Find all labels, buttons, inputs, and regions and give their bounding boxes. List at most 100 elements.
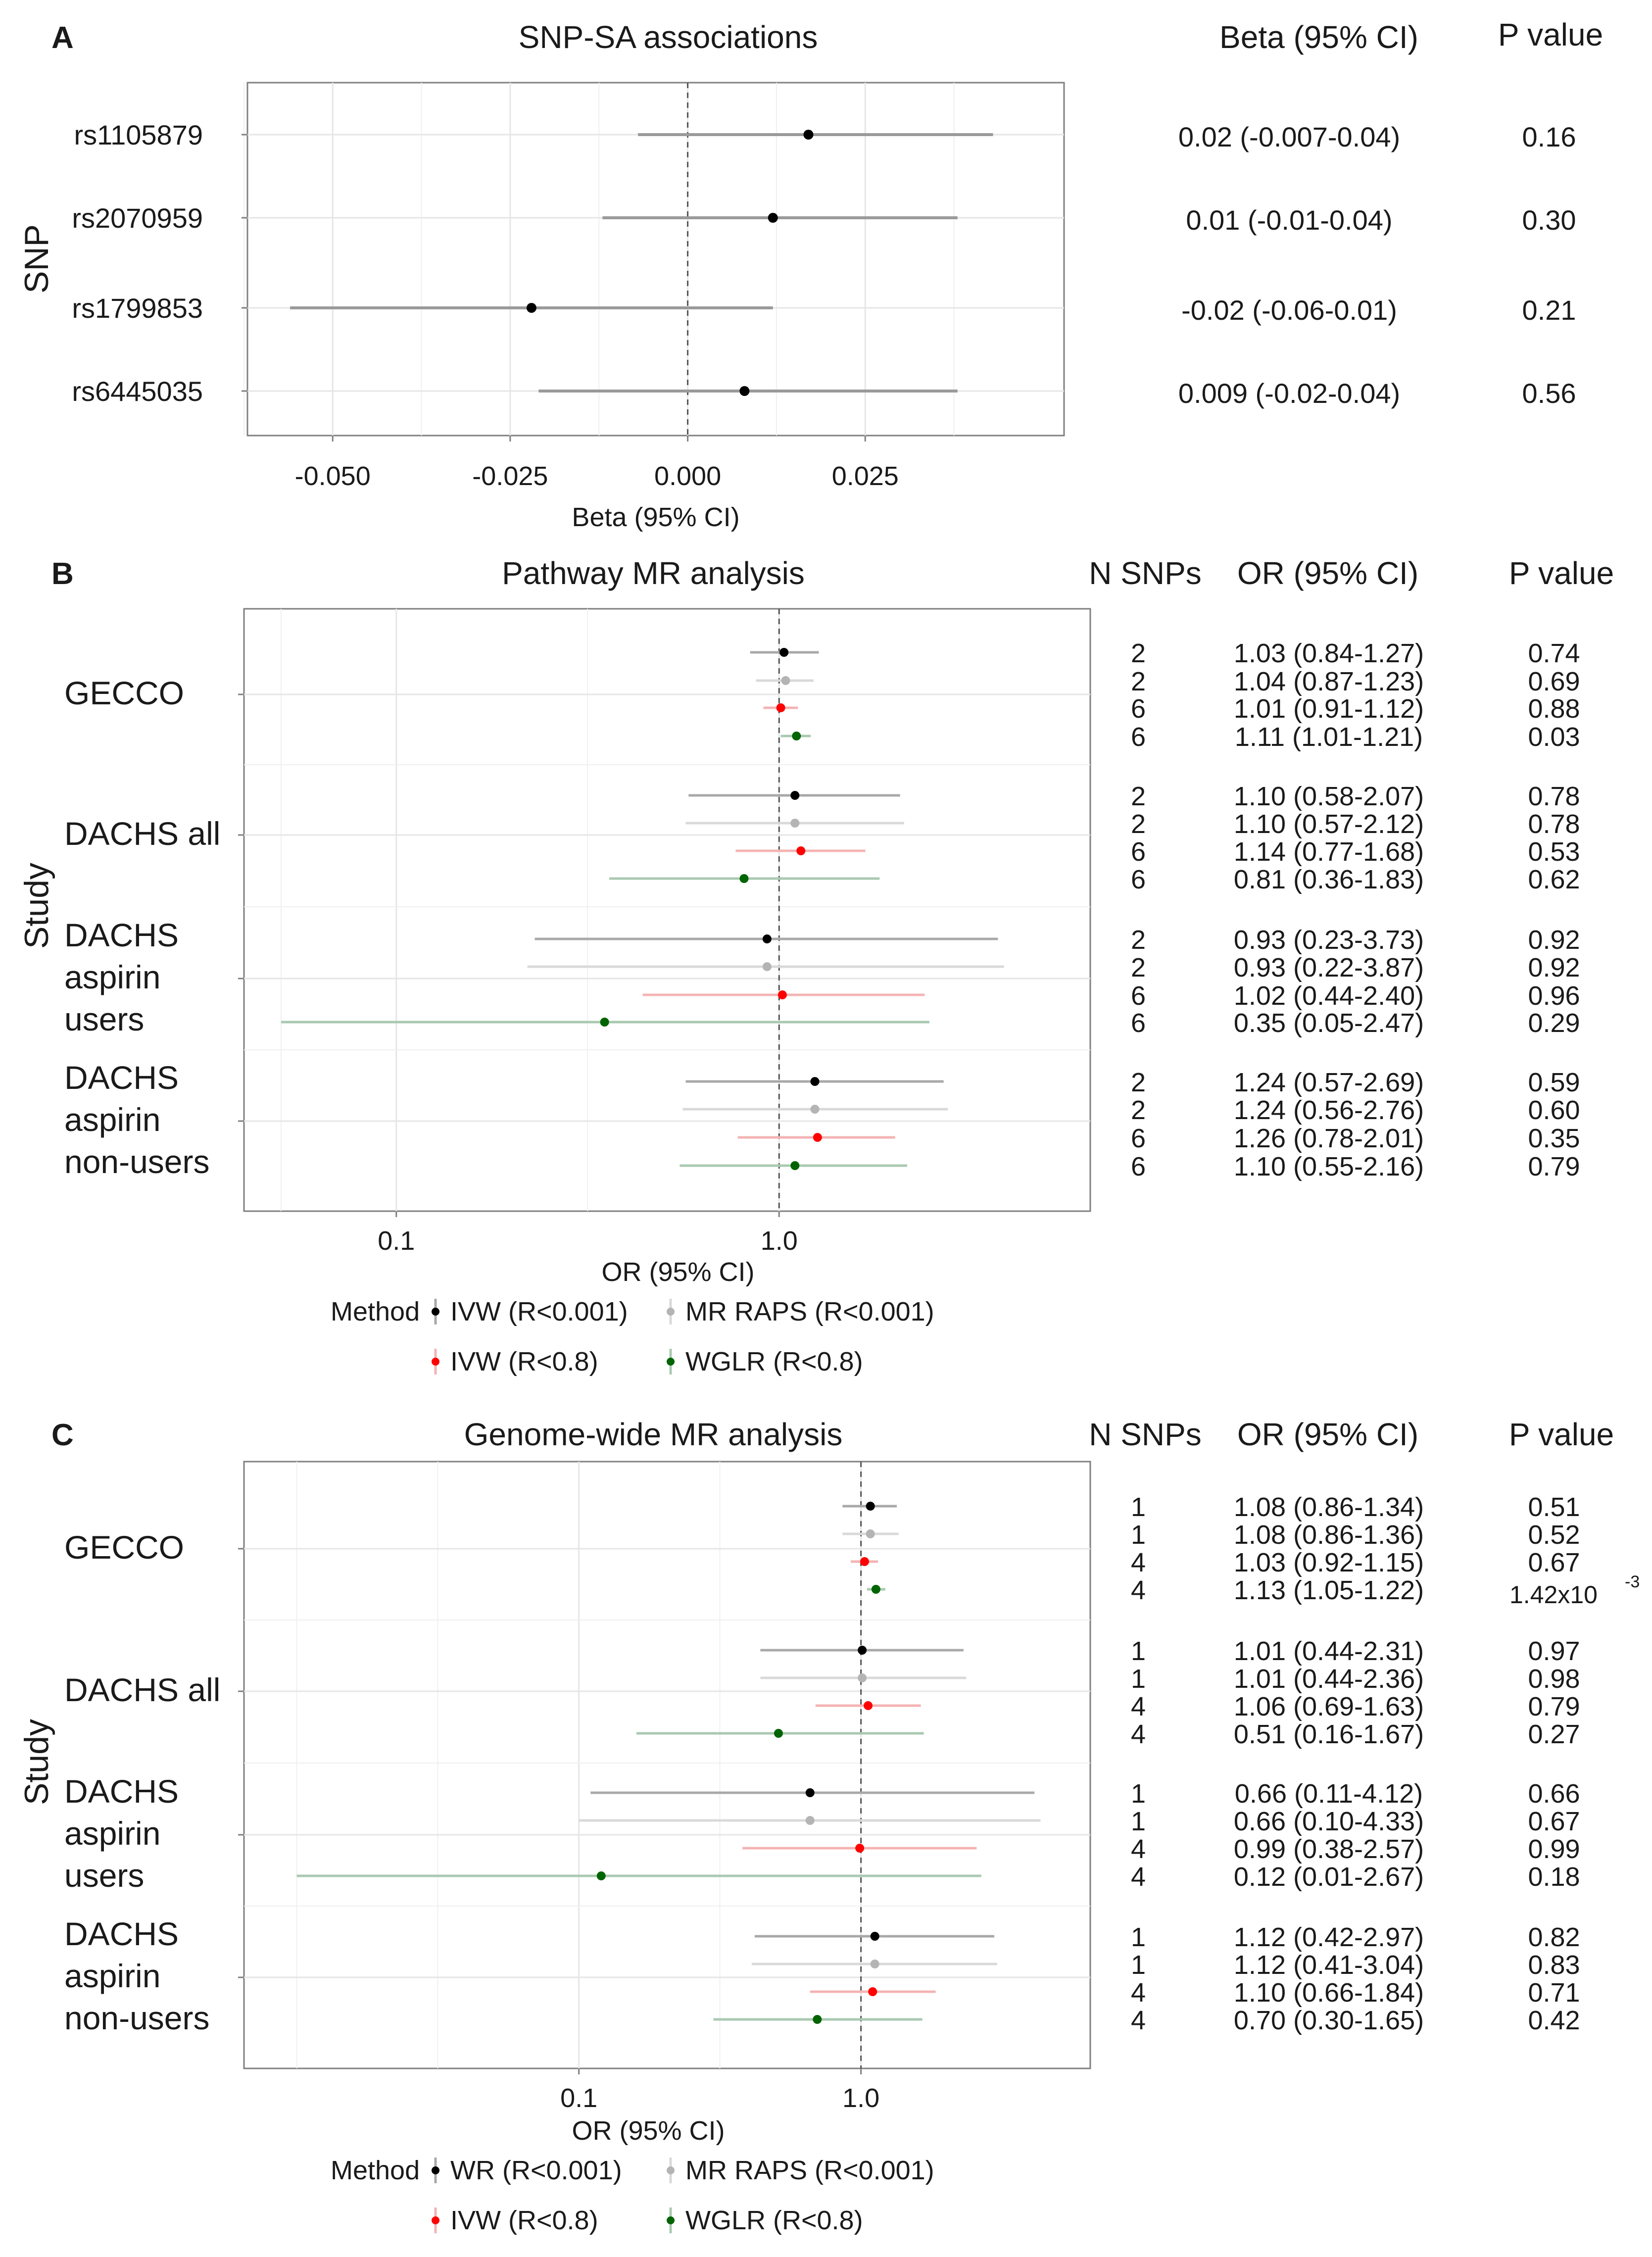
c-legend-title: Method [331,2156,420,2185]
n-snps-gecco-wglr-r-0-8: 6 [1131,722,1146,752]
point-estimate-dachs-aspirin-non-users-mr-raps-r-0-001 [810,1105,820,1114]
c-legend-key-ivw-r-0-8 [432,2216,439,2224]
n-snps-dachs-all-mr-raps-r-0-001: 1 [1131,1664,1146,1694]
n-snps-gecco-mr-raps-r-0-001: 2 [1131,667,1146,696]
or-ci-gecco-mr-raps-r-0-001: 1.08 (0.86-1.36) [1234,1520,1424,1550]
p-value-rs6445035: 0.56 [1522,378,1576,409]
p-value-dachs-all-wglr-r-0-8: 0.62 [1528,865,1580,894]
or-ci-dachs-aspirin-non-users-ivw-r-0-001: 1.24 (0.57-2.69) [1234,1068,1424,1097]
point-estimate-dachs-aspirin-users-ivw-r-0-8 [855,1844,865,1853]
snp-label-rs1105879: rs1105879 [74,119,203,150]
b-legend-label-mr-raps-r-0-001: MR RAPS (R<0.001) [685,1297,934,1326]
n-snps-dachs-aspirin-users-ivw-r-0-8: 6 [1131,981,1146,1011]
n-snps-dachs-aspirin-non-users-wglr-r-0-8: 4 [1131,2006,1146,2035]
study-label-dachs-aspirin-non-users: non-users [64,1143,210,1180]
p-value-gecco-ivw-r-0-001: 0.51 [1528,1492,1580,1522]
point-estimate-rs1799853 [526,303,536,313]
c-legend-label-wr-r-0-001: WR (R<0.001) [450,2156,622,2185]
panel-a-table: 0.02 (-0.007-0.04) 0.16 0.01 (-0.01-0.04) 0… [1178,121,1576,409]
or-ci-dachs-aspirin-users-ivw-r-0-8: 1.02 (0.44-2.40) [1234,981,1424,1011]
point-estimate-gecco-mr-raps-r-0-001 [866,1529,875,1538]
p-value-dachs-all-ivw-r-0-001: 0.78 [1528,782,1580,811]
panel-a-plot-area [246,82,1065,437]
study-label-dachs-aspirin-non-users: aspirin [64,1958,160,1994]
b-legend-label-wglr-r-0-8: WGLR (R<0.8) [685,1347,863,1376]
x-tick-label: 0.025 [832,461,899,491]
point-estimate-dachs-aspirin-users-ivw-r-0-001 [805,1788,815,1797]
or-ci-dachs-aspirin-non-users-mr-raps-r-0-001: 1.12 (0.41-3.04) [1234,1950,1424,1980]
study-label-dachs-aspirin-non-users: DACHS [64,1059,179,1096]
b-legend-key-ivw-r-0-001 [432,1308,439,1316]
panel-b-letter: B [51,557,74,591]
n-snps-gecco-ivw-r-0-8: 6 [1131,694,1146,724]
panel-c-letter: C [51,1418,74,1452]
n-snps-dachs-aspirin-non-users-ivw-r-0-8: 6 [1131,1124,1146,1153]
study-label-dachs-aspirin-users: aspirin [64,959,160,995]
b-legend-key-wglr-r-0-8 [667,1358,675,1366]
n-snps-gecco-ivw-r-0-001: 1 [1131,1492,1146,1522]
p-value-gecco-ivw-r-0-001: 0.74 [1528,638,1580,668]
point-estimate-gecco-ivw-r-0-8 [860,1557,869,1566]
point-estimate-dachs-all-mr-raps-r-0-001 [790,819,800,828]
n-snps-dachs-aspirin-users-mr-raps-r-0-001: 2 [1131,953,1146,982]
p-value-dachs-aspirin-users-ivw-r-0-001: 0.92 [1528,925,1580,955]
point-estimate-dachs-aspirin-users-mr-raps-r-0-001 [805,1816,815,1825]
or-ci-gecco-mr-raps-r-0-001: 1.04 (0.87-1.23) [1234,667,1424,696]
panel-c-title: Genome-wide MR analysis [464,1417,843,1452]
n-snps-dachs-aspirin-users-mr-raps-r-0-001: 1 [1131,1807,1146,1836]
or-ci-dachs-aspirin-users-wglr-r-0-8: 0.12 (0.01-2.67) [1234,1862,1424,1892]
p-value-dachs-all-wglr-r-0-8: 0.27 [1528,1719,1580,1749]
c-legend-key-wr-r-0-001 [432,2166,439,2174]
study-label-dachs-all: DACHS all [64,815,220,852]
snp-label-rs2070959: rs2070959 [72,202,203,234]
or-ci-dachs-aspirin-non-users-ivw-r-0-8: 1.10 (0.66-1.84) [1234,1978,1424,2008]
panel-c-header-n: N SNPs [1089,1417,1202,1452]
n-snps-dachs-all-wglr-r-0-8: 4 [1131,1719,1146,1749]
b-x-tick-label: 0.1 [378,1226,415,1256]
p-value-dachs-aspirin-users-ivw-r-0-8: 0.96 [1528,981,1580,1011]
p-value-dachs-aspirin-non-users-wglr-r-0-8: 0.42 [1528,2006,1580,2035]
or-ci-dachs-aspirin-users-mr-raps-r-0-001: 0.93 (0.22-3.87) [1234,953,1424,982]
or-ci-dachs-all-mr-raps-r-0-001: 1.10 (0.57-2.12) [1234,809,1424,839]
n-snps-dachs-all-ivw-r-0-8: 6 [1131,837,1146,867]
panel-b-y-axis-label: Study [18,863,55,949]
panel-a-header-beta: Beta (95% CI) [1219,19,1418,55]
c-x-tick-label: 0.1 [560,2083,597,2113]
b-legend-title: Method [331,1297,420,1326]
point-estimate-dachs-all-ivw-r-0-8 [864,1701,873,1710]
p-value-gecco-ivw-r-0-8: 0.88 [1528,694,1580,724]
n-snps-gecco-wglr-r-0-8: 4 [1131,1575,1146,1605]
n-snps-dachs-all-ivw-r-0-001: 2 [1131,782,1146,811]
or-ci-dachs-aspirin-users-wglr-r-0-8: 0.35 (0.05-2.47) [1234,1008,1424,1038]
or-ci-dachs-all-ivw-r-0-001: 1.10 (0.58-2.07) [1234,782,1424,811]
panel-b-x-axis-label: OR (95% CI) [601,1257,754,1287]
c-legend-key-wglr-r-0-8 [667,2216,675,2224]
p-value-dachs-all-mr-raps-r-0-001: 0.78 [1528,809,1580,839]
n-snps-dachs-aspirin-users-wglr-r-0-8: 4 [1131,1862,1146,1892]
b-legend-key-mr-raps-r-0-001 [667,1308,675,1316]
panel-b-header-p: P value [1509,555,1614,591]
point-estimate-dachs-aspirin-non-users-wglr-r-0-8 [790,1161,800,1170]
panel-a-x-ticks: -0.050 -0.025 0.000 0.025 [295,436,899,491]
panel-b-x-ticks: 0.1 1.0 [378,1211,798,1256]
n-snps-dachs-aspirin-non-users-mr-raps-r-0-001: 1 [1131,1950,1146,1980]
or-ci-dachs-aspirin-users-ivw-r-0-001: 0.93 (0.23-3.73) [1234,925,1424,955]
point-estimate-dachs-aspirin-users-ivw-r-0-001 [762,934,772,943]
p-value-dachs-aspirin-users-mr-raps-r-0-001: 0.67 [1528,1807,1580,1836]
panel-c-plot-area [243,1461,1091,2069]
or-ci-gecco-ivw-r-0-001: 1.03 (0.84-1.27) [1234,638,1424,668]
panel-b-legend: Method IVW (R<0.001) MR RAPS (R<0.001) IVW … [331,1297,934,1376]
c-legend-label-ivw-r-0-8: IVW (R<0.8) [450,2206,598,2235]
p-value-gecco-ivw-r-0-8: 0.67 [1528,1548,1580,1577]
or-ci-dachs-all-mr-raps-r-0-001: 1.01 (0.44-2.36) [1234,1664,1424,1694]
panel-b-plot-area [243,608,1091,1212]
p-value-dachs-aspirin-users-ivw-r-0-001: 0.66 [1528,1779,1580,1809]
c-legend-label-wglr-r-0-8: WGLR (R<0.8) [685,2206,863,2235]
p-value-exponent-gecco-wglr-r-0-8: -3 [1625,1572,1640,1591]
p-value-dachs-all-ivw-r-0-8: 0.79 [1528,1692,1580,1721]
n-snps-dachs-all-mr-raps-r-0-001: 2 [1131,809,1146,839]
p-value-dachs-aspirin-users-wglr-r-0-8: 0.29 [1528,1008,1580,1038]
beta-ci-rs1799853: -0.02 (-0.06-0.01) [1181,294,1397,326]
point-estimate-dachs-all-ivw-r-0-8 [796,846,806,855]
